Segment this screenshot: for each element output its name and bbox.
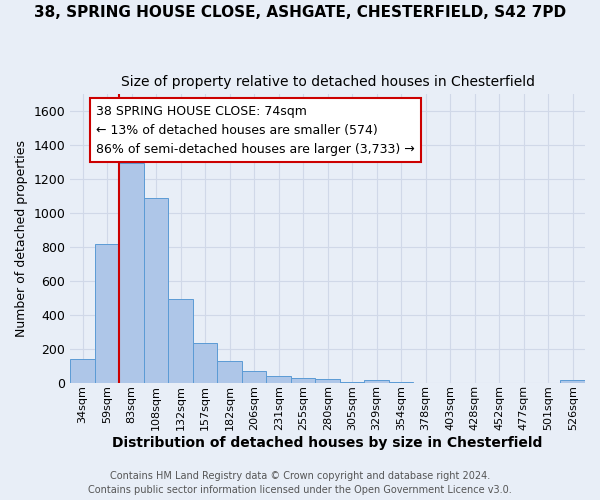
Bar: [95, 244, 119, 382]
Bar: [266, 376, 291, 382]
Bar: [291, 378, 316, 382]
Bar: [169, 298, 193, 382]
Bar: [70, 359, 95, 382]
Bar: [119, 163, 144, 382]
Bar: [217, 360, 242, 382]
Bar: [242, 371, 266, 382]
Bar: [364, 380, 389, 382]
Bar: [316, 380, 340, 382]
Bar: [193, 343, 217, 382]
Text: 38 SPRING HOUSE CLOSE: 74sqm
← 13% of detached houses are smaller (574)
86% of s: 38 SPRING HOUSE CLOSE: 74sqm ← 13% of de…: [96, 104, 415, 156]
Title: Size of property relative to detached houses in Chesterfield: Size of property relative to detached ho…: [121, 75, 535, 89]
Bar: [560, 380, 585, 382]
Y-axis label: Number of detached properties: Number of detached properties: [15, 140, 28, 337]
Text: Contains HM Land Registry data © Crown copyright and database right 2024.
Contai: Contains HM Land Registry data © Crown c…: [88, 471, 512, 495]
Bar: [144, 198, 169, 382]
X-axis label: Distribution of detached houses by size in Chesterfield: Distribution of detached houses by size …: [112, 436, 543, 450]
Text: 38, SPRING HOUSE CLOSE, ASHGATE, CHESTERFIELD, S42 7PD: 38, SPRING HOUSE CLOSE, ASHGATE, CHESTER…: [34, 5, 566, 20]
